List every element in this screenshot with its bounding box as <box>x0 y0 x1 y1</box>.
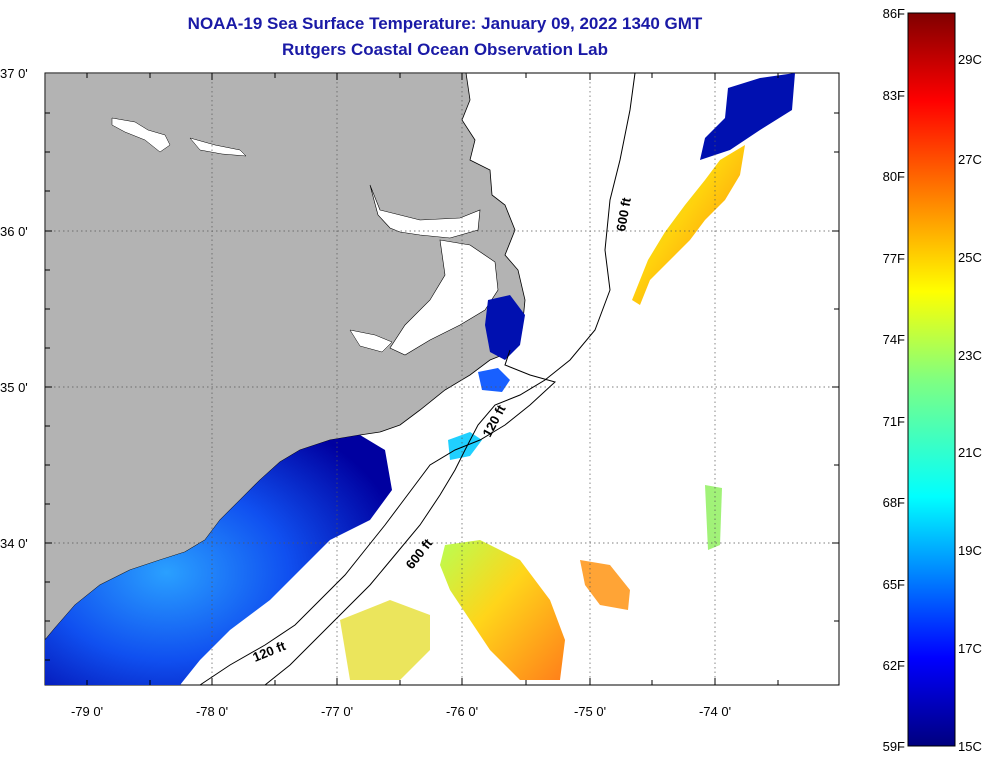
colorbar-f-label: 71F <box>883 414 905 429</box>
colorbar-c-label: 15C <box>958 739 982 754</box>
colorbar-f-labels: 86F 83F 80F 77F 74F 71F 68F 65F 62F 59F <box>883 6 905 754</box>
colorbar-f-label: 77F <box>883 251 905 266</box>
colorbar <box>907 12 956 747</box>
colorbar-c-label: 29C <box>958 52 982 67</box>
colorbar-f-label: 68F <box>883 495 905 510</box>
cool-water-hatteras <box>485 295 525 360</box>
colorbar-c-label: 19C <box>958 543 982 558</box>
colorbar-f-label: 74F <box>883 332 905 347</box>
colorbar-c-label: 17C <box>958 641 982 656</box>
lat-label-37: 37 0' <box>0 66 28 81</box>
warm-patch-south <box>440 540 565 680</box>
cool-coastal-water <box>45 435 392 685</box>
colorbar-f-label: 65F <box>883 577 905 592</box>
isobath-600ft <box>264 72 636 686</box>
isobath-120ft <box>199 349 556 686</box>
inland-river-2 <box>189 137 247 157</box>
colorbar-c-label: 27C <box>958 152 982 167</box>
gulf-stream-band <box>632 145 745 305</box>
contour-label-600ft-north: 600 ft <box>613 196 634 233</box>
pamlico-sound <box>389 239 499 356</box>
warm-patch-east <box>580 560 630 610</box>
colorbar-f-label: 59F <box>883 739 905 754</box>
colorbar-f-label: 80F <box>883 169 905 184</box>
colorbar-c-labels: 29C 27C 25C 23C 21C 19C 17C 15C <box>958 52 982 754</box>
cool-water-north <box>700 73 795 160</box>
axis-ticks <box>45 73 839 685</box>
colorbar-f-label: 62F <box>883 658 905 673</box>
warm-patch-west <box>340 600 430 680</box>
lon-label-74: -74 0' <box>699 704 731 719</box>
map-subtitle: Rutgers Coastal Ocean Observation Lab <box>282 40 608 59</box>
cool-water-shelf <box>478 368 510 392</box>
albemarle-sound <box>369 184 481 239</box>
green-patch <box>705 485 722 550</box>
lat-label-35: 35 0' <box>0 380 28 395</box>
lon-label-75: -75 0' <box>574 704 606 719</box>
colorbar-f-label: 83F <box>883 88 905 103</box>
colorbar-c-label: 21C <box>958 445 982 460</box>
lon-label-79: -79 0' <box>71 704 103 719</box>
lon-label-78: -78 0' <box>196 704 228 719</box>
graticule <box>45 73 839 685</box>
lat-label-36: 36 0' <box>0 224 28 239</box>
inland-river-1 <box>111 117 171 153</box>
inland-river-3 <box>349 329 393 353</box>
colorbar-c-label: 25C <box>958 250 982 265</box>
colorbar-f-label: 86F <box>883 6 905 21</box>
lon-label-77: -77 0' <box>321 704 353 719</box>
colorbar-c-label: 23C <box>958 348 982 363</box>
lat-label-34: 34 0' <box>0 536 28 551</box>
lon-label-76: -76 0' <box>446 704 478 719</box>
map-title: NOAA-19 Sea Surface Temperature: January… <box>187 14 703 33</box>
